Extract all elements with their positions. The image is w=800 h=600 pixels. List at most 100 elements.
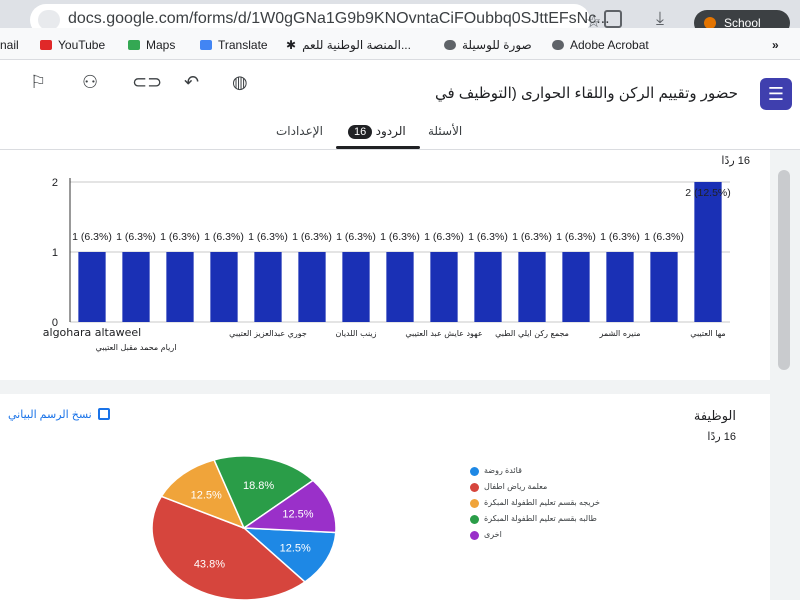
forms-header: ⚐ ⚇ ⊂⊃ ↶ ◍ حضور وتقييم الركن واللقاء الح… — [0, 60, 800, 150]
more-bookmarks-icon[interactable]: » — [772, 38, 779, 52]
responses-count: 16 ردًا — [721, 155, 750, 167]
copy-icon — [97, 408, 110, 420]
pie-chart-card: الوظيفة 16 ردًا نسخ الرسم البياني 12.5% 4… — [0, 394, 770, 600]
scrollbar[interactable] — [770, 150, 800, 600]
tab-responses[interactable]: 16 الردود — [344, 124, 406, 139]
maps-icon — [128, 40, 140, 50]
legend-swatch — [470, 515, 479, 524]
data-label: 1 (6.3%) — [292, 231, 332, 243]
tab-questions[interactable]: الأسئلة — [428, 124, 463, 138]
legend-item: معلمة رياض اطفال — [470, 482, 630, 494]
add-collaborator-icon[interactable]: ⚇ — [82, 72, 99, 92]
bar-chart: 0 1 2 1 (6.3%) 1 (6.3%) 1 (6.3%) 1 (6.3%) 1 (6.… — [43, 177, 731, 352]
bookmark-label: المنصة الوطنية للعم... — [302, 38, 411, 52]
asterisk-icon: ✱ — [286, 38, 297, 52]
active-tab-indicator — [336, 146, 420, 149]
legend-item: اخرى — [470, 530, 630, 542]
data-label: 1 (6.3%) — [248, 231, 288, 243]
bookmark-maps[interactable]: Maps — [128, 38, 175, 52]
bar-chart-card: 16 ردًا 0 1 2 1 (6.3%) 1 (6.3%) 1 (6.3%) 1 (6.… — [0, 150, 770, 380]
bookmarks-bar: nail YouTube Maps Translate ✱ المنصة الوط… — [0, 28, 800, 60]
x-tick-label: مجمع ركن ايلي الطبي — [495, 329, 569, 338]
customize-theme-icon[interactable]: ⚐ — [30, 72, 47, 92]
download-icon[interactable]: ⤓ — [656, 8, 664, 28]
bookmark-image[interactable]: صورة للوسيلة — [444, 38, 532, 52]
bookmark-youtube[interactable]: YouTube — [40, 38, 105, 52]
bookmark-mail[interactable]: nail — [0, 38, 19, 52]
data-label: 1 (6.3%) — [204, 231, 244, 243]
tab-responses-label: الردود — [375, 124, 406, 138]
bookmark-label: nail — [0, 38, 19, 52]
bar — [298, 252, 326, 322]
tab-settings[interactable]: الإعدادات — [276, 124, 323, 138]
bar — [254, 252, 282, 322]
legend-swatch — [470, 467, 479, 476]
legend-label: قائدة روضة — [484, 466, 522, 475]
x-tick-label: algohara altaweel — [43, 326, 141, 339]
legend-label: خريجه بقسم تعليم الطفولة المبكرة — [484, 498, 600, 507]
youtube-icon — [40, 40, 52, 50]
url-text[interactable]: docs.google.com/forms/d/1W0gGNa1G9b9KNOv… — [68, 10, 610, 27]
bookmark-platform[interactable]: ✱ المنصة الوطنية للعم... — [286, 38, 411, 52]
link-icon[interactable]: ⊂⊃ — [132, 72, 163, 92]
palette-icon[interactable]: ◍ — [232, 72, 248, 92]
legend-item: خريجه بقسم تعليم الطفولة المبكرة — [470, 498, 630, 510]
responses-count: 16 ردًا — [707, 431, 736, 443]
undo-icon[interactable]: ↶ — [184, 72, 200, 92]
slice-label: 18.8% — [243, 480, 274, 492]
x-tick-label: مها العتيبي — [690, 329, 725, 338]
legend-label: اخرى — [484, 530, 502, 539]
bar — [342, 252, 370, 322]
avatar — [704, 17, 716, 29]
globe-icon — [552, 40, 564, 50]
bar — [606, 252, 634, 322]
slice-label: 12.5% — [191, 490, 222, 502]
data-label: 1 (6.3%) — [380, 231, 420, 243]
data-label: 2 (12.5%) — [685, 187, 731, 199]
x-tick-label: منيره الشمر — [598, 329, 640, 338]
legend-label: معلمة رياض اطفال — [484, 482, 548, 491]
slice-label: 12.5% — [280, 543, 311, 555]
bookmark-label: YouTube — [58, 38, 106, 52]
bar — [122, 252, 150, 322]
bar — [78, 252, 106, 322]
legend-swatch — [470, 483, 479, 492]
data-label: 1 (6.3%) — [72, 231, 112, 243]
data-label: 1 (6.3%) — [556, 231, 596, 243]
data-label: 1 (6.3%) — [512, 231, 552, 243]
bookmark-star-icon[interactable]: ☆ — [586, 12, 602, 31]
pie-slice — [241, 527, 337, 583]
bar — [166, 252, 194, 322]
pie-slice — [213, 455, 315, 530]
y-tick-label: 1 — [52, 247, 58, 259]
y-tick-label: 2 — [52, 177, 58, 189]
copy-chart-button[interactable]: نسخ الرسم البياني — [8, 408, 110, 421]
form-title[interactable]: حضور وتقييم الركن واللقاء الحوارى (التوظ… — [434, 85, 738, 102]
bar — [210, 252, 238, 322]
forms-logo-icon[interactable]: ☰ — [760, 78, 792, 110]
data-label: 1 (6.3%) — [424, 231, 464, 243]
bar — [562, 252, 590, 322]
legend-item: قائدة روضة — [470, 466, 630, 478]
y-tick-label: 0 — [52, 317, 58, 329]
x-tick-label: عهود عايش عبد العتيبي — [405, 329, 482, 338]
question-title: الوظيفة — [693, 408, 736, 423]
bookmark-acrobat[interactable]: Adobe Acrobat — [552, 38, 649, 52]
extensions-icon[interactable] — [604, 10, 622, 28]
slice-label: 12.5% — [282, 509, 313, 521]
pie-slice — [241, 479, 337, 534]
bookmark-translate[interactable]: Translate — [200, 38, 268, 52]
translate-icon — [200, 40, 212, 50]
bar — [430, 252, 458, 322]
scrollbar-thumb[interactable] — [778, 170, 790, 370]
data-label: 1 (6.3%) — [116, 231, 156, 243]
globe-icon — [444, 40, 456, 50]
bookmark-label: صورة للوسيلة — [462, 38, 532, 52]
tab-responses-count: 16 — [348, 125, 373, 139]
site-info-icon[interactable] — [38, 10, 60, 30]
pie-legend: قائدة روضة معلمة رياض اطفال خريجه بقسم تعل… — [470, 466, 630, 546]
pie-chart: 12.5% 43.8% 12.5% 18.8% 12.5% — [151, 455, 337, 600]
data-label: 1 (6.3%) — [644, 231, 684, 243]
legend-item: طالبه بقسم تعليم الطفولة المبكرة — [470, 514, 630, 526]
x-tick-label: زينب اللديان — [336, 329, 377, 338]
